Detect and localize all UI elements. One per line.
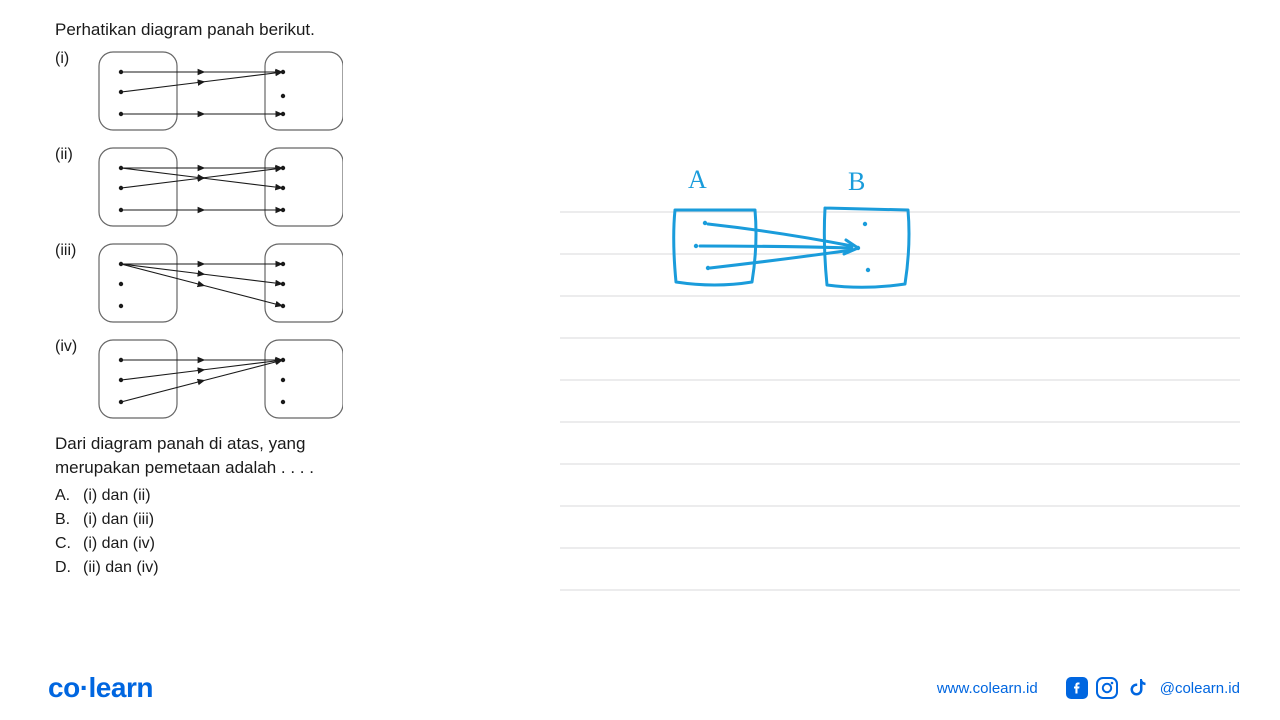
footer: co·learn www.colearn.id @colearn.id: [0, 672, 1280, 704]
diagram-ii-label: (ii): [55, 144, 93, 164]
question-title: Perhatikan diagram panah berikut.: [55, 20, 435, 40]
brand-co: co: [48, 672, 80, 703]
tiktok-icon[interactable]: [1126, 677, 1148, 699]
arrow-diagram-i: [93, 48, 343, 134]
handwritten-diagram: AB: [660, 160, 960, 340]
option-d-letter: D.: [55, 556, 83, 580]
option-b: B.(i) dan (iii): [55, 508, 435, 532]
option-b-text: (i) dan (iii): [83, 511, 154, 528]
option-a-text: (i) dan (ii): [83, 487, 151, 504]
diagram-i-label: (i): [55, 48, 93, 68]
arrow-diagram-iv: [93, 336, 343, 422]
brand-dot-icon: ·: [80, 672, 89, 703]
option-a-letter: A.: [55, 484, 83, 508]
option-b-letter: B.: [55, 508, 83, 532]
option-d: D.(ii) dan (iv): [55, 556, 435, 580]
option-a: A.(i) dan (ii): [55, 484, 435, 508]
brand-logo: co·learn: [48, 672, 153, 704]
diagram-iv: (iv): [55, 336, 435, 422]
option-c: C.(i) dan (iv): [55, 532, 435, 556]
option-c-text: (i) dan (iv): [83, 535, 155, 552]
brand-learn: learn: [89, 672, 153, 703]
social-handle: @colearn.id: [1160, 680, 1240, 697]
option-d-text: (ii) dan (iv): [83, 559, 159, 576]
diagram-ii: (ii): [55, 144, 435, 230]
facebook-icon[interactable]: [1066, 677, 1088, 699]
question-panel: Perhatikan diagram panah berikut. (i) (i…: [55, 20, 435, 580]
arrow-diagram-ii: [93, 144, 343, 230]
social-icons: @colearn.id: [1066, 677, 1240, 699]
prompt-line1: Dari diagram panah di atas, yang: [55, 432, 435, 456]
diagram-iv-label: (iv): [55, 336, 93, 356]
diagram-i: (i): [55, 48, 435, 134]
option-c-letter: C.: [55, 532, 83, 556]
svg-text:A: A: [688, 165, 707, 194]
diagram-iii: (iii): [55, 240, 435, 326]
question-prompt: Dari diagram panah di atas, yang merupak…: [55, 432, 435, 480]
diagram-iii-label: (iii): [55, 240, 93, 260]
arrow-diagram-iii: [93, 240, 343, 326]
instagram-icon[interactable]: [1096, 677, 1118, 699]
prompt-line2: merupakan pemetaan adalah . . . .: [55, 456, 435, 480]
footer-right: www.colearn.id @colearn.id: [937, 677, 1240, 699]
website-link[interactable]: www.colearn.id: [937, 680, 1038, 697]
options-list: A.(i) dan (ii) B.(i) dan (iii) C.(i) dan…: [55, 484, 435, 580]
svg-text:B: B: [848, 167, 865, 196]
